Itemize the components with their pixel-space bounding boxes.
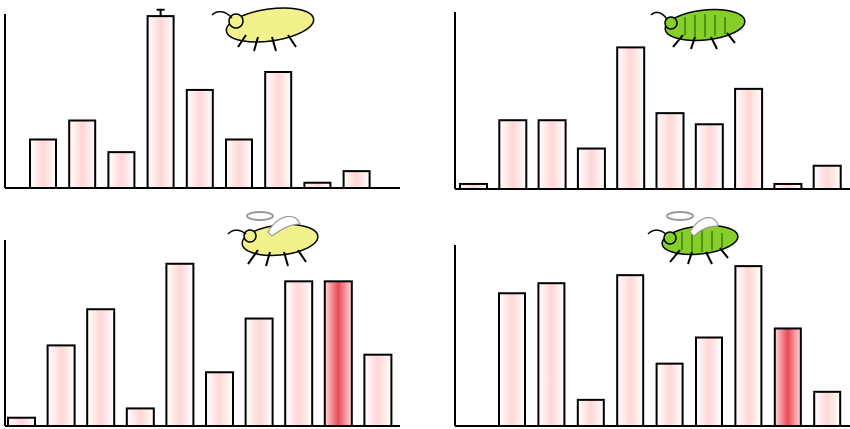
bar: [812, 164, 842, 190]
bar: [29, 138, 57, 189]
bar: [537, 119, 567, 190]
bar: [773, 327, 802, 428]
bar: [616, 274, 645, 427]
plot-area: [454, 245, 850, 428]
bar: [46, 344, 76, 427]
bar: [576, 398, 605, 428]
bar: [264, 71, 293, 189]
bar: [498, 119, 528, 190]
bar: [7, 416, 36, 428]
bar: [734, 87, 764, 190]
plot-area: [4, 8, 400, 190]
plot-area: [454, 12, 850, 191]
yellow-aphid-icon: [211, 7, 315, 52]
bar: [165, 262, 195, 427]
bar: [576, 147, 606, 191]
chart-panel-bottom-right: [454, 211, 850, 428]
bar: [342, 170, 371, 189]
bar: [185, 88, 214, 189]
chart-panel-top-right: [454, 8, 850, 191]
chart-panel-top-left: [4, 7, 400, 190]
chart-panel-bottom-left: [4, 211, 400, 428]
bar: [86, 308, 116, 428]
bar: [125, 407, 155, 427]
bar: [146, 15, 175, 190]
bar: [323, 280, 353, 428]
bar: [284, 280, 314, 428]
yellow-aphid-winged-icon: [227, 211, 319, 267]
bar: [537, 282, 566, 428]
bar: [695, 336, 723, 427]
bar: [616, 46, 646, 191]
bar: [498, 292, 526, 427]
bar: [655, 112, 685, 190]
bar: [244, 317, 274, 427]
bar: [107, 151, 136, 190]
bar: [68, 119, 97, 189]
green-aphid-icon: [650, 8, 746, 50]
plot-area: [4, 240, 400, 428]
green-aphid-winged-icon: [647, 211, 739, 265]
bar: [363, 353, 393, 428]
bar: [734, 265, 763, 427]
bar: [694, 123, 724, 190]
error-bar: [156, 8, 165, 17]
bar: [813, 390, 842, 427]
bar: [225, 138, 253, 189]
bar: [655, 362, 684, 427]
bar: [205, 371, 234, 427]
